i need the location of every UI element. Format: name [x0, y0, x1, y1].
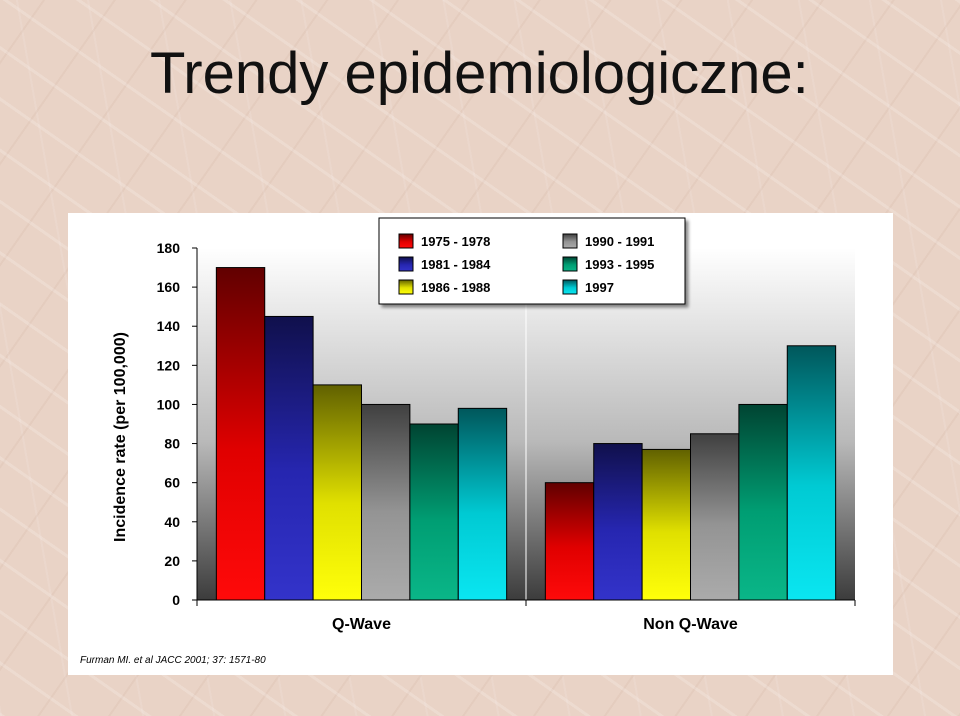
y-tick-label: 100 [157, 396, 181, 412]
legend-box [378, 217, 686, 305]
y-tick-label: 60 [164, 475, 180, 491]
legend-items: 1975 - 1978 1981 - 1984 1986 - 1988 1990 - … [398, 233, 654, 295]
bar [786, 345, 837, 601]
bar [690, 433, 740, 601]
y-tick-label: 80 [164, 436, 180, 452]
y-tick-label: 140 [157, 318, 181, 334]
legend-swatch [562, 279, 578, 295]
bar [738, 403, 788, 601]
x-axis: Q-Wave Non Q-Wave [196, 599, 856, 633]
legend-label: 1990 - 1991 [585, 234, 654, 249]
y-tick-label: 160 [157, 279, 181, 295]
legend-swatch [562, 256, 578, 272]
bar [544, 482, 595, 601]
x-category-label: Non Q-Wave [643, 616, 738, 633]
legend-label: 1981 - 1984 [421, 257, 491, 272]
legend-label: 1986 - 1988 [421, 280, 490, 295]
y-axis: 0 20 40 60 80 100 120 140 160 180 [157, 240, 198, 608]
bar [215, 267, 266, 601]
legend-swatch [398, 279, 414, 295]
y-tick-label: 120 [157, 357, 181, 373]
bar [457, 407, 508, 601]
bar [409, 423, 459, 601]
legend-swatch [398, 233, 414, 249]
y-tick-label: 0 [172, 592, 180, 608]
y-tick-label: 20 [164, 553, 180, 569]
bar [312, 384, 362, 601]
bar [361, 403, 411, 601]
legend-label: 1975 - 1978 [421, 234, 490, 249]
y-tick-label: 40 [164, 514, 180, 530]
legend-label: 1997 [585, 280, 614, 295]
x-category-label: Q-Wave [332, 616, 391, 633]
bar [264, 315, 314, 601]
y-axis-label: Incidence rate (per 100,000) [112, 332, 129, 542]
legend-swatch [562, 233, 578, 249]
chart-figure: 0 20 40 60 80 100 120 140 160 180 Q-Wave Non Q-Wav… [68, 213, 893, 675]
bar [593, 443, 643, 601]
citation: Furman MI. et al JACC 2001; 37: 1571-80 [80, 655, 266, 666]
slide-title: Trendy epidemiologiczne: [150, 41, 809, 106]
legend: 1975 - 1978 1981 - 1984 1986 - 1988 1990 - … [378, 217, 686, 305]
y-tick-label: 180 [157, 240, 181, 256]
bar-chart: 0 20 40 60 80 100 120 140 160 180 Q-Wave Non Q-Wav… [112, 217, 856, 633]
bars-layer [215, 267, 837, 601]
bar [641, 448, 691, 601]
legend-swatch [398, 256, 414, 272]
legend-label: 1993 - 1995 [585, 257, 654, 272]
